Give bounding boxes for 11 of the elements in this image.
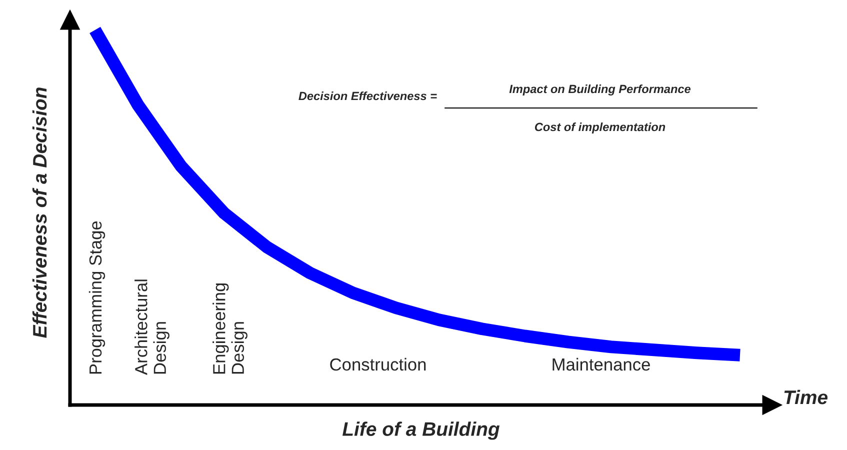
annotation: Decision Effectiveness = xyxy=(298,92,437,100)
annotation: Construction xyxy=(330,358,426,371)
annotation: Cost of implementation xyxy=(534,122,666,134)
annotation: Impact on Building Performance xyxy=(509,84,691,96)
x-axis-title: Life of a Building xyxy=(342,422,500,440)
text: Time xyxy=(784,390,828,404)
annotation: Maintenance xyxy=(552,358,650,371)
annotation: Engineering Design xyxy=(212,283,248,374)
annotation: Architectural Design xyxy=(134,280,170,375)
annotation: Programming Stage xyxy=(88,221,106,374)
y-axis-title: Effectiveness of a Decision xyxy=(32,88,47,338)
